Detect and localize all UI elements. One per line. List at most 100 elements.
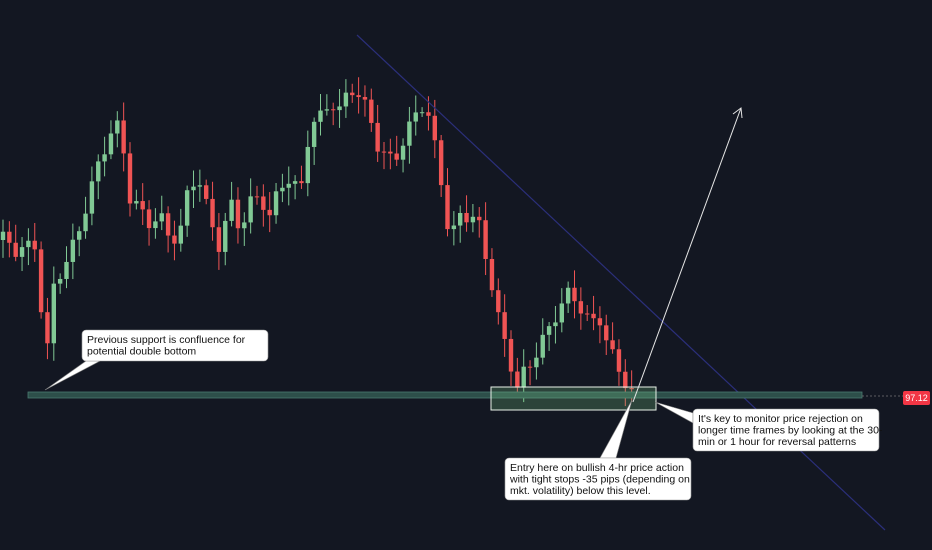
projection-arrow bbox=[632, 107, 742, 403]
callout-text: Entry here on bullish 4-hr price action bbox=[510, 462, 684, 474]
callout-text: potential double bottom bbox=[87, 346, 196, 358]
candle-body bbox=[381, 151, 387, 153]
candle-body bbox=[388, 151, 393, 154]
candle-body bbox=[623, 371, 628, 389]
candle-body bbox=[311, 121, 317, 147]
candle-body bbox=[102, 154, 107, 162]
callout-text: Previous support is confluence for bbox=[87, 334, 246, 346]
candle-body bbox=[565, 287, 571, 304]
candle-body bbox=[464, 212, 469, 223]
entry-zone bbox=[490, 386, 657, 411]
candle-body bbox=[515, 371, 520, 388]
candle-body bbox=[70, 239, 76, 262]
candle-body bbox=[597, 318, 603, 326]
callout-text: longer time frames by looking at the 30- bbox=[698, 425, 883, 437]
candle-body bbox=[616, 349, 622, 372]
candle-body bbox=[267, 209, 272, 216]
candle-body bbox=[153, 221, 158, 229]
candle-body bbox=[432, 115, 437, 141]
candle-body bbox=[502, 312, 507, 339]
candle-body bbox=[413, 112, 418, 122]
candle-body bbox=[223, 220, 228, 252]
callout-box bbox=[504, 457, 692, 501]
candle-body bbox=[248, 196, 253, 223]
candle-body bbox=[197, 185, 203, 187]
candle-body bbox=[362, 97, 368, 100]
candle-body bbox=[343, 92, 349, 107]
candle-body bbox=[540, 334, 545, 358]
candle-body bbox=[585, 313, 590, 315]
candle-body bbox=[38, 249, 44, 313]
candle-body bbox=[32, 240, 37, 250]
candle-body bbox=[121, 120, 126, 154]
candle-body bbox=[210, 198, 215, 228]
candle-body bbox=[350, 92, 355, 96]
candle-body bbox=[89, 181, 95, 214]
candle-body bbox=[337, 106, 342, 111]
candle-body bbox=[134, 201, 139, 204]
candle-body bbox=[146, 209, 152, 229]
candle-body bbox=[286, 183, 291, 188]
candle-body bbox=[7, 231, 12, 243]
candle-body bbox=[369, 99, 374, 123]
annotations: Previous support is confluence forpotent… bbox=[44, 329, 883, 501]
price-tag bbox=[903, 391, 930, 405]
candle-body bbox=[57, 278, 63, 284]
candle-body bbox=[394, 153, 399, 160]
candle-body bbox=[610, 340, 615, 350]
candle-body bbox=[273, 191, 279, 216]
candle-body bbox=[489, 258, 495, 291]
candle-body bbox=[324, 109, 330, 111]
support-zone bbox=[27, 391, 863, 399]
candle-body bbox=[159, 213, 164, 222]
candle-body bbox=[438, 140, 444, 186]
candle-body bbox=[96, 161, 101, 182]
candle-body bbox=[261, 196, 266, 210]
callout-text: mkt. volatility) below this level. bbox=[510, 485, 651, 497]
candle-body bbox=[331, 109, 336, 111]
candle-body bbox=[235, 199, 241, 229]
candle-body bbox=[553, 322, 558, 327]
candle-body bbox=[0, 231, 6, 240]
candle-body bbox=[229, 199, 234, 221]
arrow-head bbox=[732, 107, 743, 119]
candle-body bbox=[400, 145, 406, 160]
candle-body bbox=[83, 213, 88, 232]
candle-body bbox=[242, 222, 247, 229]
candle-body bbox=[51, 283, 56, 344]
candle-body bbox=[45, 312, 50, 344]
candle-body bbox=[172, 235, 177, 244]
candle-body bbox=[184, 190, 190, 226]
candle-body bbox=[254, 196, 260, 198]
candle-body bbox=[115, 120, 120, 134]
candle-body bbox=[477, 216, 482, 221]
candle-body bbox=[451, 225, 457, 230]
candle-body bbox=[216, 227, 222, 252]
candles bbox=[0, 77, 634, 407]
candle-body bbox=[204, 185, 209, 199]
candle-body bbox=[127, 153, 133, 204]
callout-box bbox=[81, 329, 269, 362]
callout-box bbox=[692, 408, 880, 452]
candle-body bbox=[458, 212, 463, 226]
candle-body bbox=[356, 95, 361, 98]
callout-text: with tight stops -35 pips (depending on bbox=[509, 474, 690, 486]
candle-body bbox=[165, 213, 171, 236]
candle-body bbox=[318, 110, 323, 122]
candle-body bbox=[299, 181, 304, 184]
candle-body bbox=[426, 112, 431, 116]
candle-body bbox=[419, 112, 425, 114]
candle-body bbox=[108, 133, 114, 155]
candle-body bbox=[375, 122, 380, 152]
candle-body bbox=[559, 303, 564, 323]
callout-text: It's key to monitor price rejection on bbox=[698, 413, 863, 425]
candle-body bbox=[483, 220, 488, 259]
candle-body bbox=[407, 121, 412, 146]
price-tag-text: 97.12 bbox=[905, 393, 928, 403]
candle-body bbox=[527, 366, 533, 368]
candle-body bbox=[578, 301, 584, 314]
candle-body bbox=[280, 187, 285, 192]
